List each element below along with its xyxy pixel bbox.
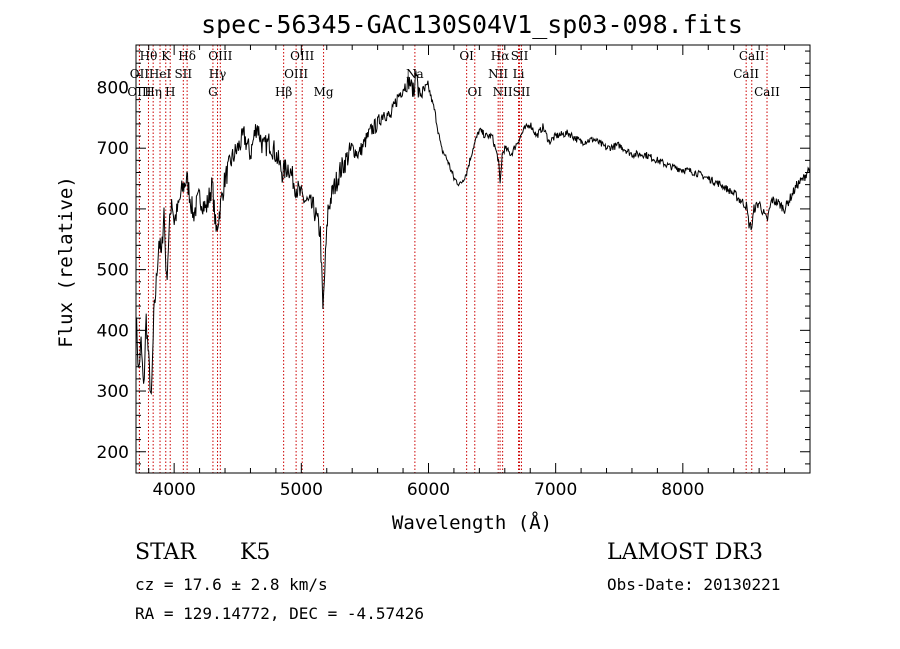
spectral-line-label: OI (459, 49, 474, 63)
object-class: STAR (135, 540, 197, 565)
spectral-line-label: OIII (208, 49, 232, 63)
object-subclass: K5 (240, 540, 270, 565)
spectral-line-label: CaII (754, 85, 780, 99)
redshift-velocity: cz = 17.6 ± 2.8 km/s (135, 575, 328, 594)
x-axis-label: Wavelength (Å) (392, 511, 552, 534)
x-tick-label: 6000 (407, 480, 450, 500)
spectral-line-label: Hδ (178, 49, 196, 63)
spectral-line-label: CaII (733, 67, 759, 81)
spectral-line-label: OI (467, 85, 482, 99)
x-tick-label: 4000 (153, 480, 196, 500)
spectral-line-label: K (161, 49, 171, 63)
spectral-line-label: Hθ (140, 49, 158, 63)
plot-frame (135, 44, 811, 474)
x-axis: 4000 5000 6000 7000 8000 (148, 45, 811, 500)
x-tick-label: 7000 (534, 480, 577, 500)
spectral-line-markers (138, 45, 768, 473)
y-tick-label: 600 (97, 200, 129, 220)
y-tick-label: 300 (97, 382, 129, 402)
y-axis-label: Flux (relative) (55, 176, 77, 348)
spectral-line-label: H (165, 85, 175, 99)
y-axis: 200 300 400 500 600 700 800 (97, 50, 810, 465)
spectral-line-label: OIII (290, 49, 314, 63)
spectral-line-label: Li (513, 67, 525, 81)
spectral-line-label: Hα (491, 49, 510, 63)
observation-date: Obs-Date: 20130221 (607, 575, 780, 594)
spectral-line-label: NII (493, 85, 513, 99)
sky-coordinates: RA = 129.14772, DEC = -4.57426 (135, 604, 424, 623)
spectral-line-label: Na (406, 67, 424, 81)
y-tick-label: 400 (97, 321, 129, 341)
spectral-line-labels: Hθ OII OIII K HeI Hη Hδ SII H OIII Hγ G OIII OIII Hβ Mg… (127, 49, 780, 99)
spectrum-line (135, 70, 811, 396)
spectral-line-label: OII (130, 67, 150, 81)
spectral-line-label: SII (174, 67, 192, 81)
spectral-line-label: HeI (149, 67, 172, 81)
survey-name: LAMOST DR3 (607, 540, 763, 565)
spectral-line-label: CaII (739, 49, 765, 63)
y-tick-label: 700 (97, 139, 129, 159)
spectral-line-label: OIII (127, 85, 151, 99)
chart-title: spec-56345-GAC130S04V1_sp03-098.fits (201, 10, 743, 39)
spectral-line-label: Hβ (275, 85, 292, 99)
spectral-line-label: Hγ (209, 67, 227, 81)
y-tick-label: 500 (97, 261, 129, 281)
spectrum-series (135, 70, 811, 396)
x-tick-label: 8000 (661, 480, 704, 500)
spectral-line-label: NII (488, 67, 508, 81)
x-tick-label: 5000 (280, 480, 323, 500)
spectral-line-label: SII (511, 49, 529, 63)
spectral-line-label: Mg (314, 85, 334, 99)
y-tick-label: 800 (97, 78, 129, 98)
spectral-line-label: Hη (144, 85, 162, 99)
spectral-line-label: G (208, 85, 218, 99)
spectral-line-label: OIII (284, 67, 308, 81)
spectral-line-label: SII (513, 85, 531, 99)
y-tick-label: 200 (97, 443, 129, 463)
